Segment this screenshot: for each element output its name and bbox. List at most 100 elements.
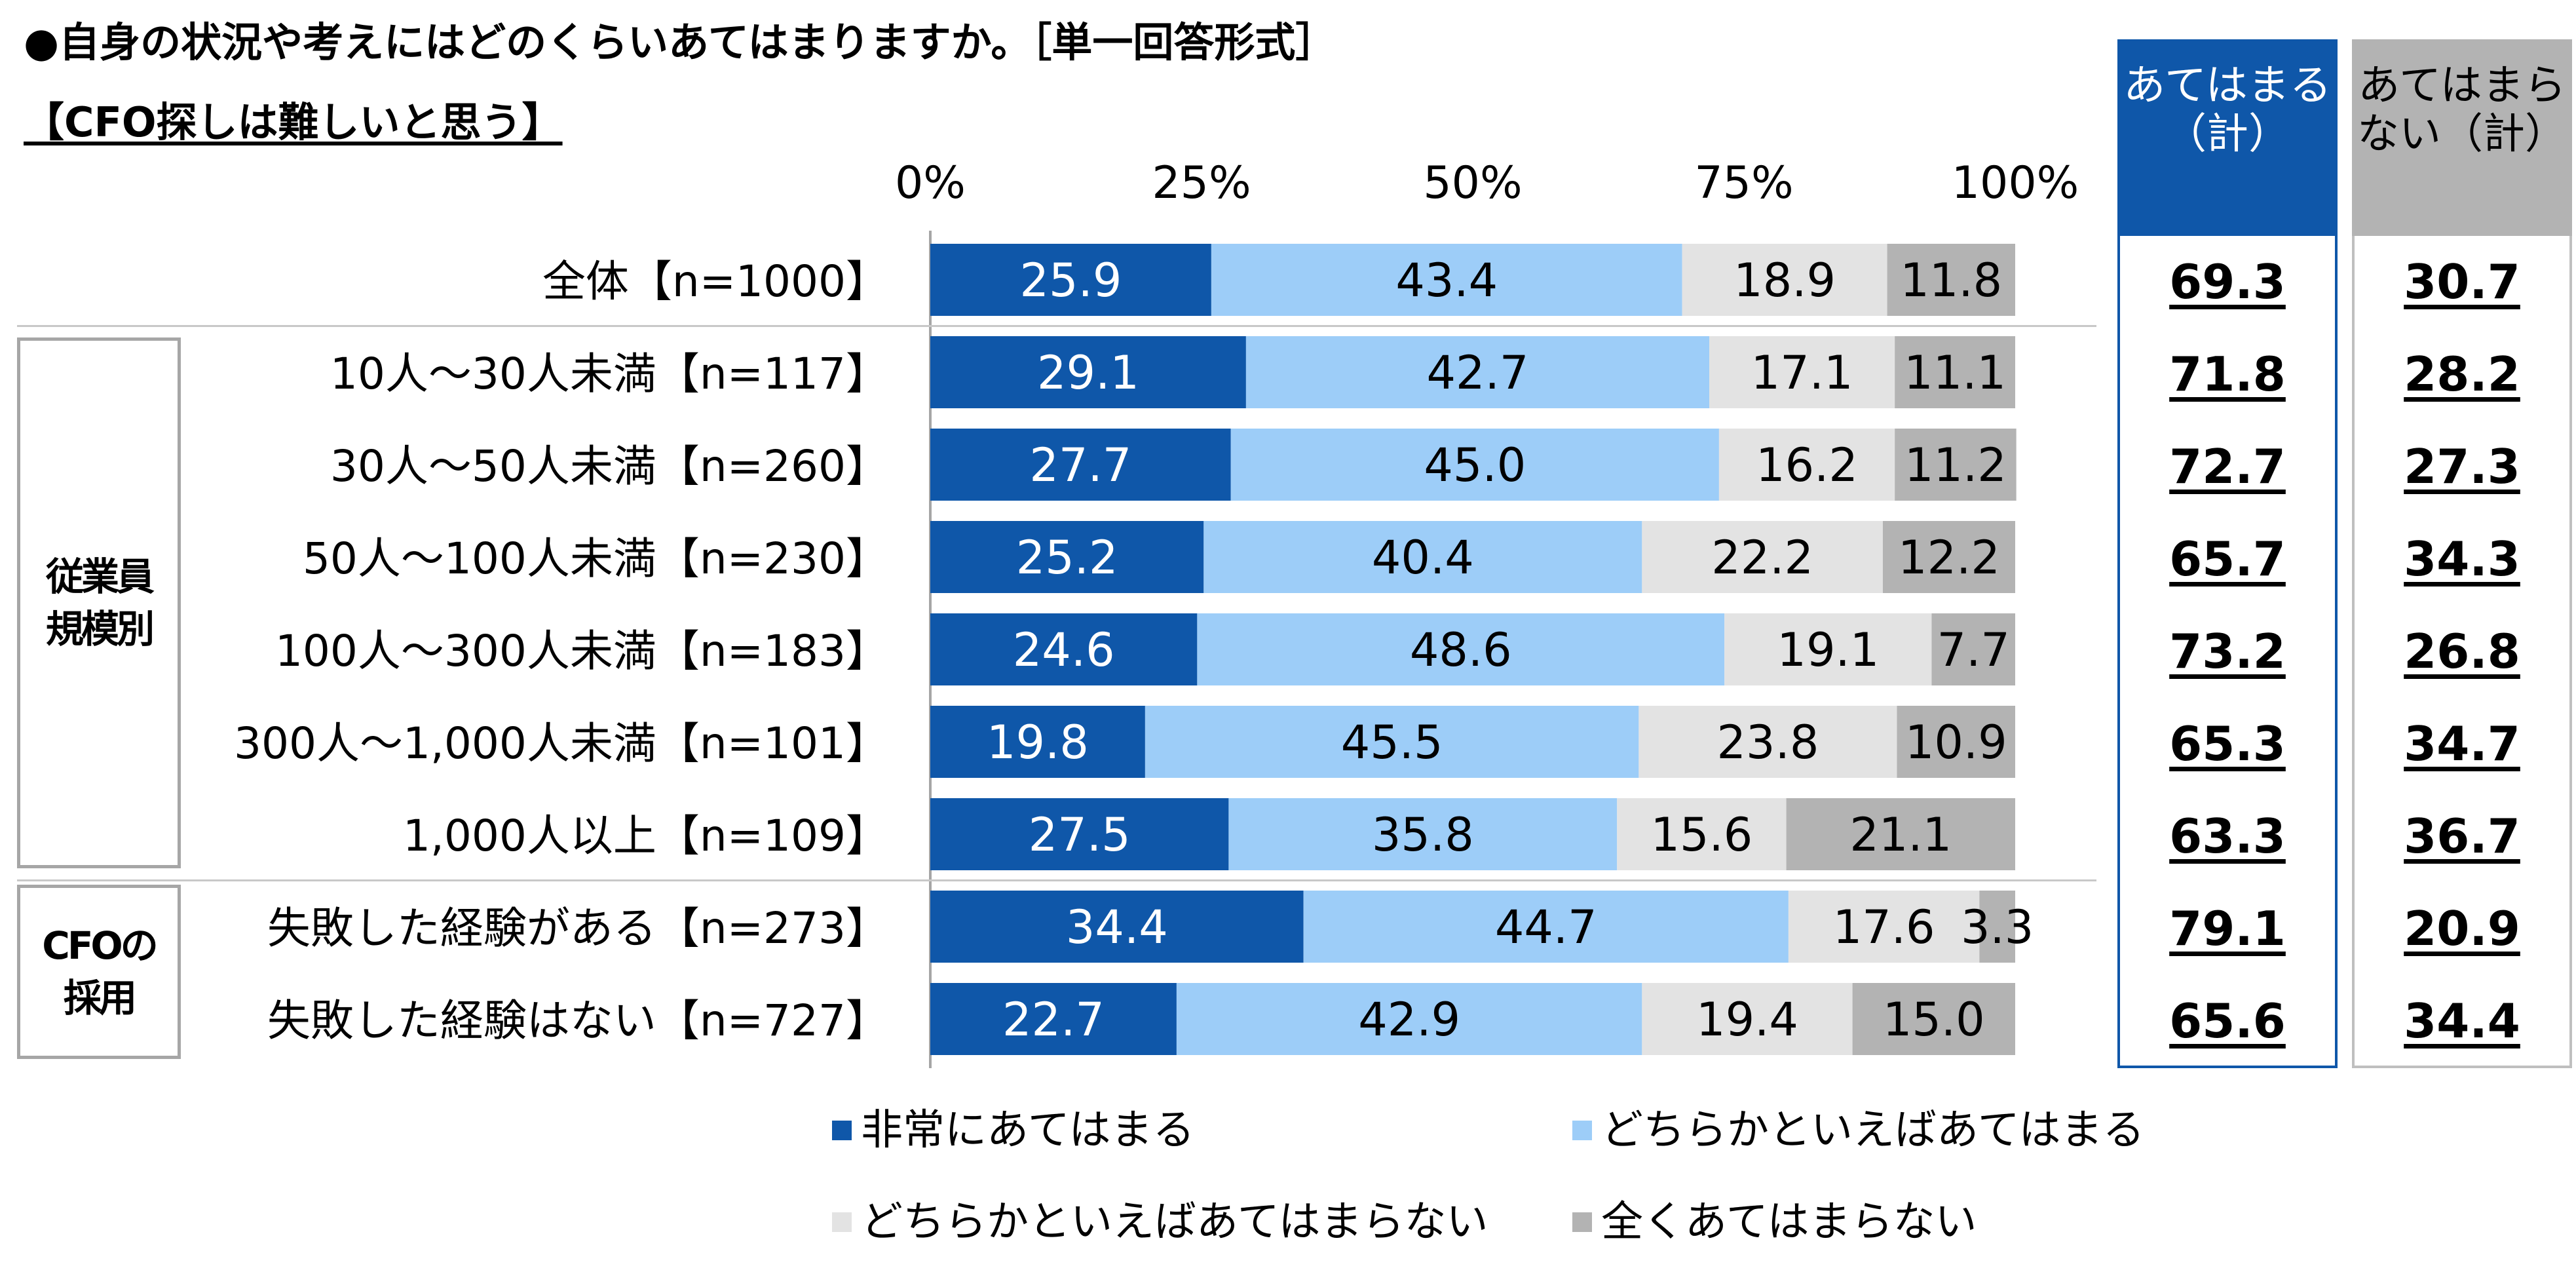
bar-segment-somewhat-not-5: [1638, 706, 1897, 778]
bar-segment-very-2: [930, 429, 1231, 501]
data-label-somewhat-not-0: 18.9: [1733, 254, 1836, 307]
bar-segment-somewhat-8: [1176, 983, 1642, 1055]
data-label-not-at-all-6: 21.1: [1849, 808, 1952, 862]
bar-segment-not-at-all-4: [1931, 613, 2015, 685]
bar-segment-very-6: [930, 798, 1229, 870]
data-label-somewhat-3: 40.4: [1372, 531, 1474, 585]
summary-yes-value-size-300-1000: 65.3: [2169, 716, 2286, 771]
tick-label-75: 75%: [1694, 157, 1794, 209]
summary-no-value-size-50-100: 34.3: [2404, 531, 2520, 587]
bar-segment-not-at-all-6: [1786, 798, 2015, 870]
data-label-very-7: 34.4: [1066, 900, 1168, 954]
data-label-very-8: 22.7: [1002, 993, 1105, 1047]
legend-swatch-somewhat: [1572, 1121, 1592, 1140]
data-label-somewhat-8: 42.9: [1358, 993, 1460, 1047]
summary-yes-value-size-1000-plus: 63.3: [2169, 809, 2286, 864]
chart-subtitle: 【CFO探しは難しいと思う】: [24, 98, 563, 146]
summary-yes-value-size-10-30: 71.8: [2169, 347, 2286, 402]
bar-segment-very-8: [930, 983, 1177, 1055]
bar-segment-not-at-all-7: [1979, 891, 2015, 963]
bar-segment-somewhat-not-2: [1718, 429, 1895, 501]
summary-column-yes-frame: [2117, 236, 2338, 1068]
bar-segment-somewhat-3: [1203, 521, 1642, 593]
bar-segment-not-at-all-8: [1852, 983, 2015, 1055]
bar-segment-very-5: [930, 706, 1145, 778]
summary-no-value-size-30-50: 27.3: [2404, 439, 2520, 494]
data-label-somewhat-not-1: 17.1: [1751, 346, 1853, 400]
data-label-somewhat-not-3: 22.2: [1711, 531, 1813, 585]
data-label-very-4: 24.6: [1013, 623, 1115, 677]
summary-yes-value-cfo-not-failed: 65.6: [2169, 993, 2286, 1049]
bar-segment-somewhat-not-4: [1724, 613, 1932, 685]
bar-segment-somewhat-4: [1197, 613, 1725, 685]
bar-segment-very-1: [930, 336, 1246, 408]
data-label-not-at-all-8: 15.0: [1883, 993, 1985, 1047]
bar-segment-not-at-all-0: [1887, 244, 2015, 316]
bar-segment-somewhat-not-8: [1642, 983, 1853, 1055]
data-label-not-at-all-3: 12.2: [1898, 531, 2000, 585]
summary-no-value-size-10-30: 28.2: [2404, 347, 2520, 402]
bar-segment-somewhat-5: [1145, 706, 1639, 778]
row-label-size-50-100: 50人～100人未満【n=230】: [302, 533, 889, 584]
tick-label-0: 0%: [895, 157, 966, 209]
data-label-very-3: 25.2: [1016, 531, 1118, 585]
data-label-somewhat-not-8: 19.4: [1696, 993, 1798, 1047]
data-label-somewhat-not-5: 23.8: [1717, 716, 1819, 769]
summary-no-value-total: 30.7: [2404, 254, 2520, 309]
data-label-somewhat-not-7: 17.6: [1833, 900, 1935, 954]
legend-label-very: 非常にあてはまる: [861, 1106, 1195, 1155]
legend-label-somewhat: どちらかといえばあてはまる: [1601, 1106, 2145, 1155]
legend-label-not-at-all: 全くあてはまらない: [1601, 1198, 1977, 1246]
data-label-very-5: 19.8: [987, 716, 1089, 769]
data-label-very-6: 27.5: [1029, 808, 1131, 862]
data-label-somewhat-2: 45.0: [1424, 438, 1526, 492]
bar-segment-somewhat-not-3: [1642, 521, 1883, 593]
row-label-cfo-not-failed: 失敗した経験はない【n=727】: [267, 995, 889, 1046]
data-label-somewhat-5: 45.5: [1341, 716, 1443, 769]
data-label-somewhat-0: 43.4: [1395, 254, 1498, 307]
summary-header-yes: あてはまる（計）: [2117, 39, 2338, 236]
summary-yes-value-cfo-failed: 79.1: [2169, 901, 2286, 956]
bar-segment-somewhat-not-7: [1788, 891, 1980, 963]
summary-yes-value-size-50-100: 65.7: [2169, 531, 2286, 587]
data-label-not-at-all-5: 10.9: [1905, 716, 2007, 769]
row-label-size-30-50: 30人～50人未満【n=260】: [330, 441, 889, 491]
legend-swatch-somewhat-not: [832, 1212, 852, 1232]
tick-label-50: 50%: [1423, 157, 1523, 209]
summary-yes-value-size-100-300: 73.2: [2169, 624, 2286, 679]
data-label-very-2: 27.7: [1029, 438, 1131, 492]
bar-segment-somewhat-1: [1245, 336, 1710, 408]
bar-segment-very-0: [930, 244, 1211, 316]
summary-header-no: あてはまらない（計）: [2352, 39, 2572, 236]
group-label-cfo-hiring: CFOの採用: [42, 923, 159, 1020]
summary-no-value-size-1000-plus: 36.7: [2404, 809, 2520, 864]
bar-segment-somewhat-7: [1303, 891, 1789, 963]
bar-segment-somewhat-6: [1228, 798, 1618, 870]
summary-no-value-size-300-1000: 34.7: [2404, 716, 2520, 771]
summary-no-value-cfo-not-failed: 34.4: [2404, 993, 2520, 1049]
bar-segment-not-at-all-5: [1897, 706, 2015, 778]
summary-yes-value-total: 69.3: [2169, 254, 2286, 309]
data-label-not-at-all-7: 3.3: [1961, 900, 2034, 954]
bar-segment-somewhat-not-0: [1682, 244, 1887, 316]
row-label-total: 全体【n=1000】: [542, 256, 889, 307]
group-box-employee-size: [17, 337, 181, 868]
data-label-not-at-all-4: 7.7: [1937, 623, 2010, 677]
bar-segment-somewhat-not-6: [1617, 798, 1787, 870]
row-label-size-10-30: 10人～30人未満【n=117】: [330, 349, 889, 399]
data-label-not-at-all-2: 11.2: [1904, 438, 2007, 492]
chart-title: ●自身の状況や考えにはどのくらいあてはまりますか。［単一回答形式］: [24, 18, 1336, 66]
tick-label-25: 25%: [1152, 157, 1251, 209]
bar-segment-not-at-all-3: [1882, 521, 2015, 593]
data-label-somewhat-6: 35.8: [1372, 808, 1474, 862]
bar-segment-not-at-all-2: [1895, 429, 2017, 501]
legend-swatch-very: [832, 1121, 852, 1140]
legend-label-somewhat-not: どちらかといえばあてはまらない: [861, 1198, 1488, 1246]
group-label-employee-size: 従業員規模別: [45, 554, 155, 651]
data-label-very-1: 29.1: [1037, 346, 1139, 400]
data-label-somewhat-not-2: 16.2: [1756, 438, 1858, 492]
data-label-somewhat-4: 48.6: [1410, 623, 1512, 677]
row-label-size-300-1000: 300人～1,000人未満【n=101】: [233, 718, 889, 769]
summary-column-no-frame: [2352, 236, 2572, 1068]
